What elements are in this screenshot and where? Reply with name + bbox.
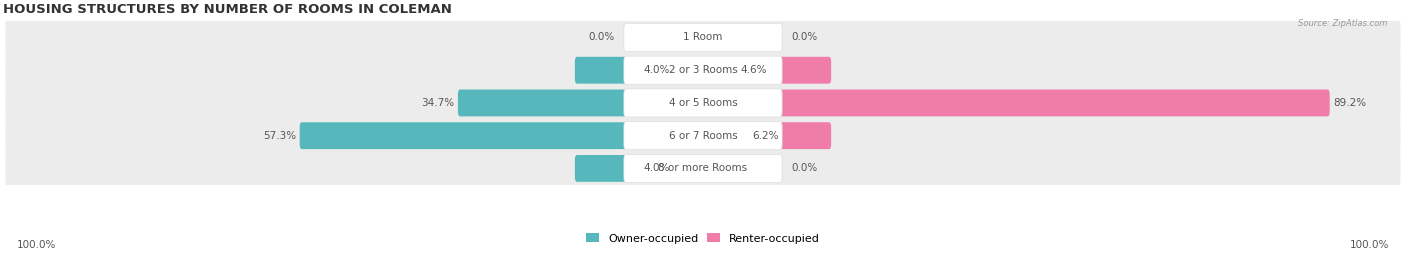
Text: HOUSING STRUCTURES BY NUMBER OF ROOMS IN COLEMAN: HOUSING STRUCTURES BY NUMBER OF ROOMS IN…: [3, 3, 451, 16]
Text: 4.6%: 4.6%: [741, 65, 768, 75]
FancyBboxPatch shape: [6, 80, 1400, 126]
Text: 34.7%: 34.7%: [422, 98, 454, 108]
FancyBboxPatch shape: [6, 146, 1400, 191]
Text: 6.2%: 6.2%: [752, 131, 779, 141]
Text: 100.0%: 100.0%: [1350, 240, 1389, 250]
FancyBboxPatch shape: [6, 113, 1400, 159]
FancyBboxPatch shape: [624, 23, 782, 52]
FancyBboxPatch shape: [575, 155, 628, 182]
Text: 4 or 5 Rooms: 4 or 5 Rooms: [669, 98, 737, 108]
FancyBboxPatch shape: [624, 122, 782, 150]
FancyBboxPatch shape: [6, 15, 1400, 61]
FancyBboxPatch shape: [778, 57, 831, 84]
FancyBboxPatch shape: [6, 47, 1400, 93]
Text: 4.0%: 4.0%: [643, 163, 669, 174]
Text: 1 Room: 1 Room: [683, 33, 723, 43]
Text: 4.0%: 4.0%: [643, 65, 669, 75]
Text: 6 or 7 Rooms: 6 or 7 Rooms: [669, 131, 737, 141]
FancyBboxPatch shape: [778, 122, 831, 149]
FancyBboxPatch shape: [624, 154, 782, 182]
Text: 57.3%: 57.3%: [263, 131, 297, 141]
FancyBboxPatch shape: [458, 90, 628, 116]
FancyBboxPatch shape: [575, 57, 628, 84]
Text: 2 or 3 Rooms: 2 or 3 Rooms: [669, 65, 737, 75]
Text: Source: ZipAtlas.com: Source: ZipAtlas.com: [1298, 19, 1388, 28]
Legend: Owner-occupied, Renter-occupied: Owner-occupied, Renter-occupied: [581, 229, 825, 248]
Text: 89.2%: 89.2%: [1333, 98, 1367, 108]
Text: 8 or more Rooms: 8 or more Rooms: [658, 163, 748, 174]
Text: 0.0%: 0.0%: [792, 33, 817, 43]
FancyBboxPatch shape: [778, 90, 1330, 116]
Text: 0.0%: 0.0%: [792, 163, 817, 174]
FancyBboxPatch shape: [624, 56, 782, 84]
Text: 0.0%: 0.0%: [589, 33, 614, 43]
FancyBboxPatch shape: [299, 122, 628, 149]
FancyBboxPatch shape: [624, 89, 782, 117]
Text: 100.0%: 100.0%: [17, 240, 56, 250]
